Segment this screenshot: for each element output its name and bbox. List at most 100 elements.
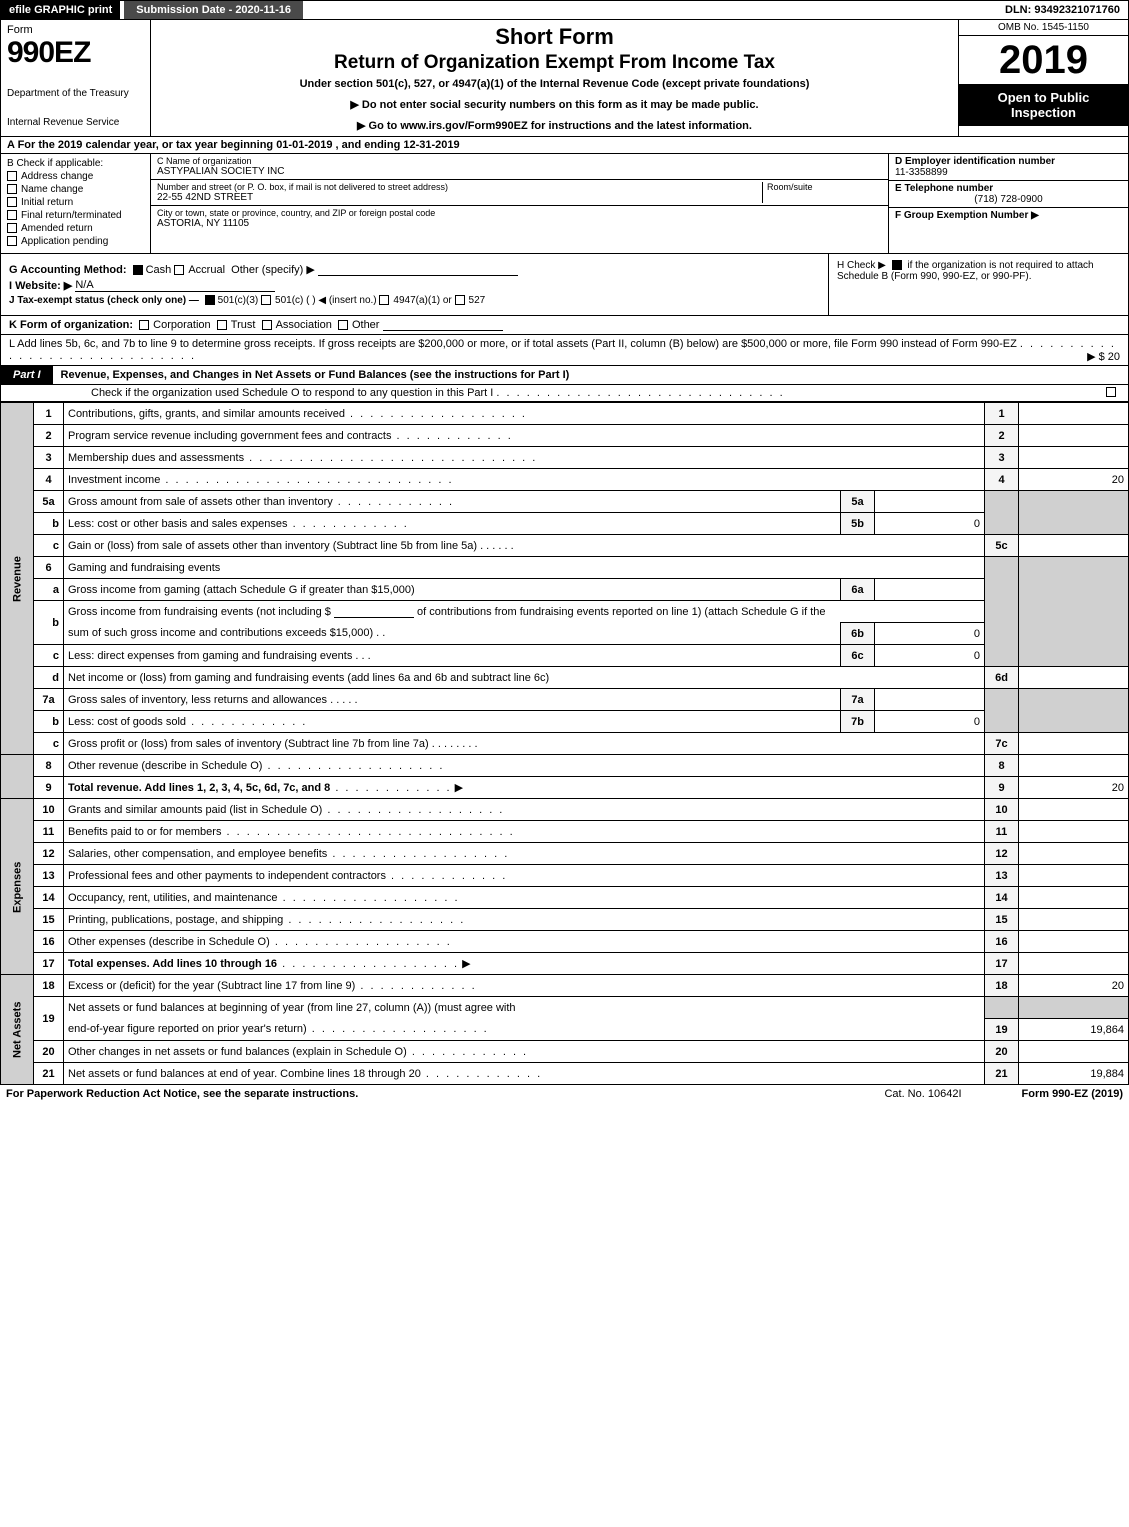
line-desc: Investment income: [68, 474, 454, 486]
line-inval: 0: [875, 645, 985, 667]
line-innum: 6a: [841, 579, 875, 601]
part1-sub: Check if the organization used Schedule …: [0, 385, 1129, 402]
line-inval: 0: [875, 623, 985, 645]
line-desc: Less: cost of goods sold: [68, 716, 307, 728]
line-num: 14: [34, 887, 64, 909]
line-rnum: 16: [985, 931, 1019, 953]
chk-label: Address change: [21, 171, 93, 182]
goto-note: ▶ Go to www.irs.gov/Form990EZ for instru…: [161, 119, 948, 132]
org-name: ASTYPALIAN SOCIETY INC: [157, 166, 882, 177]
ein-label: D Employer identification number: [895, 156, 1122, 167]
line-num: 8: [34, 755, 64, 777]
cash-label: Cash: [146, 264, 172, 276]
street-label: Number and street (or P. O. box, if mail…: [157, 182, 762, 192]
shade-cell: [985, 557, 1019, 667]
line-rnum: 17: [985, 953, 1019, 975]
line-rval: 19,884: [1019, 1063, 1129, 1085]
line-desc: Gross amount from sale of assets other t…: [68, 496, 454, 508]
checkbox-cash-checked[interactable]: [133, 265, 143, 275]
checkbox-accrual[interactable]: [174, 265, 184, 275]
line-desc: Other changes in net assets or fund bala…: [68, 1046, 528, 1058]
k-label: K Form of organization:: [9, 319, 133, 331]
k-other-line[interactable]: [383, 330, 503, 331]
checkbox-amended[interactable]: [7, 223, 17, 233]
other-specify-line[interactable]: [318, 275, 518, 276]
checkbox-h-checked[interactable]: [892, 260, 902, 270]
line-desc: Gross income from gaming (attach Schedul…: [64, 579, 841, 601]
dots: [355, 980, 476, 992]
h-text1: H Check ▶: [837, 260, 886, 271]
checkbox-pending[interactable]: [7, 236, 17, 246]
line-num: c: [34, 733, 64, 755]
line-rnum: 8: [985, 755, 1019, 777]
line-rval: [1019, 931, 1129, 953]
shade-cell: [1019, 557, 1129, 667]
line-num: b: [34, 711, 64, 733]
line-num: 5a: [34, 491, 64, 513]
line-desc: Gaming and fundraising events: [64, 557, 985, 579]
line-num: c: [34, 645, 64, 667]
checkbox-assoc[interactable]: [262, 320, 272, 330]
checkbox-corp[interactable]: [139, 320, 149, 330]
section-subtitle: Under section 501(c), 527, or 4947(a)(1)…: [161, 78, 948, 90]
j-opt3: 4947(a)(1) or: [393, 295, 451, 306]
street-value: 22-55 42ND STREET: [157, 192, 762, 203]
6b-amount-line[interactable]: [334, 617, 414, 618]
checkbox-address[interactable]: [7, 171, 17, 181]
line-rval: [1019, 403, 1129, 425]
revenue-side-label: Revenue: [1, 403, 34, 755]
checkbox-name[interactable]: [7, 184, 17, 194]
line-rnum: 9: [985, 777, 1019, 799]
line-desc: Gross profit or (loss) from sales of inv…: [68, 738, 429, 750]
line-num: 17: [34, 953, 64, 975]
checkbox-501c3-checked[interactable]: [205, 295, 215, 305]
line-desc: Other expenses (describe in Schedule O): [68, 936, 452, 948]
line-rnum: 12: [985, 843, 1019, 865]
line-desc: Program service revenue including govern…: [68, 430, 513, 442]
checkbox-4947[interactable]: [379, 295, 389, 305]
header-center: Short Form Return of Organization Exempt…: [151, 20, 958, 136]
checkbox-trust[interactable]: [217, 320, 227, 330]
dots: [330, 782, 451, 794]
website-value: N/A: [75, 279, 275, 292]
line-desc: Grants and similar amounts paid (list in…: [68, 804, 504, 816]
box-h: H Check ▶ if the organization is not req…: [828, 254, 1128, 315]
line-desc: Excess or (deficit) for the year (Subtra…: [68, 980, 355, 992]
checkbox-527[interactable]: [455, 295, 465, 305]
line-desc-19-2: end-of-year figure reported on prior yea…: [68, 1023, 489, 1035]
org-name-label: C Name of organization: [157, 156, 882, 166]
checkbox-schedule-o[interactable]: [1106, 387, 1116, 397]
part1-tab: Part I: [1, 366, 53, 384]
checkbox-other[interactable]: [338, 320, 348, 330]
inspection-badge: Open to Public Inspection: [959, 84, 1128, 126]
line-desc-6b3: sum of such gross income and contributio…: [68, 627, 373, 639]
j-opt4: 527: [469, 295, 486, 306]
efile-label[interactable]: efile GRAPHIC print: [1, 1, 120, 19]
line-desc: Professional fees and other payments to …: [68, 870, 507, 882]
line-num: b: [34, 513, 64, 535]
line-num: 16: [34, 931, 64, 953]
line-num: 4: [34, 469, 64, 491]
submission-date: Submission Date - 2020-11-16: [124, 1, 303, 19]
line-num: d: [34, 667, 64, 689]
box-l: L Add lines 5b, 6c, and 7b to line 9 to …: [0, 335, 1129, 366]
checkbox-501c[interactable]: [261, 295, 271, 305]
line-num: c: [34, 535, 64, 557]
inspection-line2: Inspection: [963, 105, 1124, 120]
line-num: 19: [34, 997, 64, 1041]
line-rnum: 15: [985, 909, 1019, 931]
checkbox-final[interactable]: [7, 210, 17, 220]
line-desc: Contributions, gifts, grants, and simila…: [68, 408, 527, 420]
netassets-side-label: Net Assets: [1, 975, 34, 1085]
j-label: J Tax-exempt status (check only one) —: [9, 295, 199, 306]
line-desc: Salaries, other compensation, and employ…: [68, 848, 509, 860]
checkbox-initial[interactable]: [7, 197, 17, 207]
line-num: 13: [34, 865, 64, 887]
irs-label: Internal Revenue Service: [7, 117, 144, 128]
footer-left: For Paperwork Reduction Act Notice, see …: [6, 1088, 358, 1100]
line-innum: 6b: [841, 623, 875, 645]
line-num: 11: [34, 821, 64, 843]
form-header: Form 990EZ Department of the Treasury In…: [0, 20, 1129, 137]
l-text: L Add lines 5b, 6c, and 7b to line 9 to …: [9, 338, 1017, 350]
header-right: OMB No. 1545-1150 2019 Open to Public In…: [958, 20, 1128, 136]
